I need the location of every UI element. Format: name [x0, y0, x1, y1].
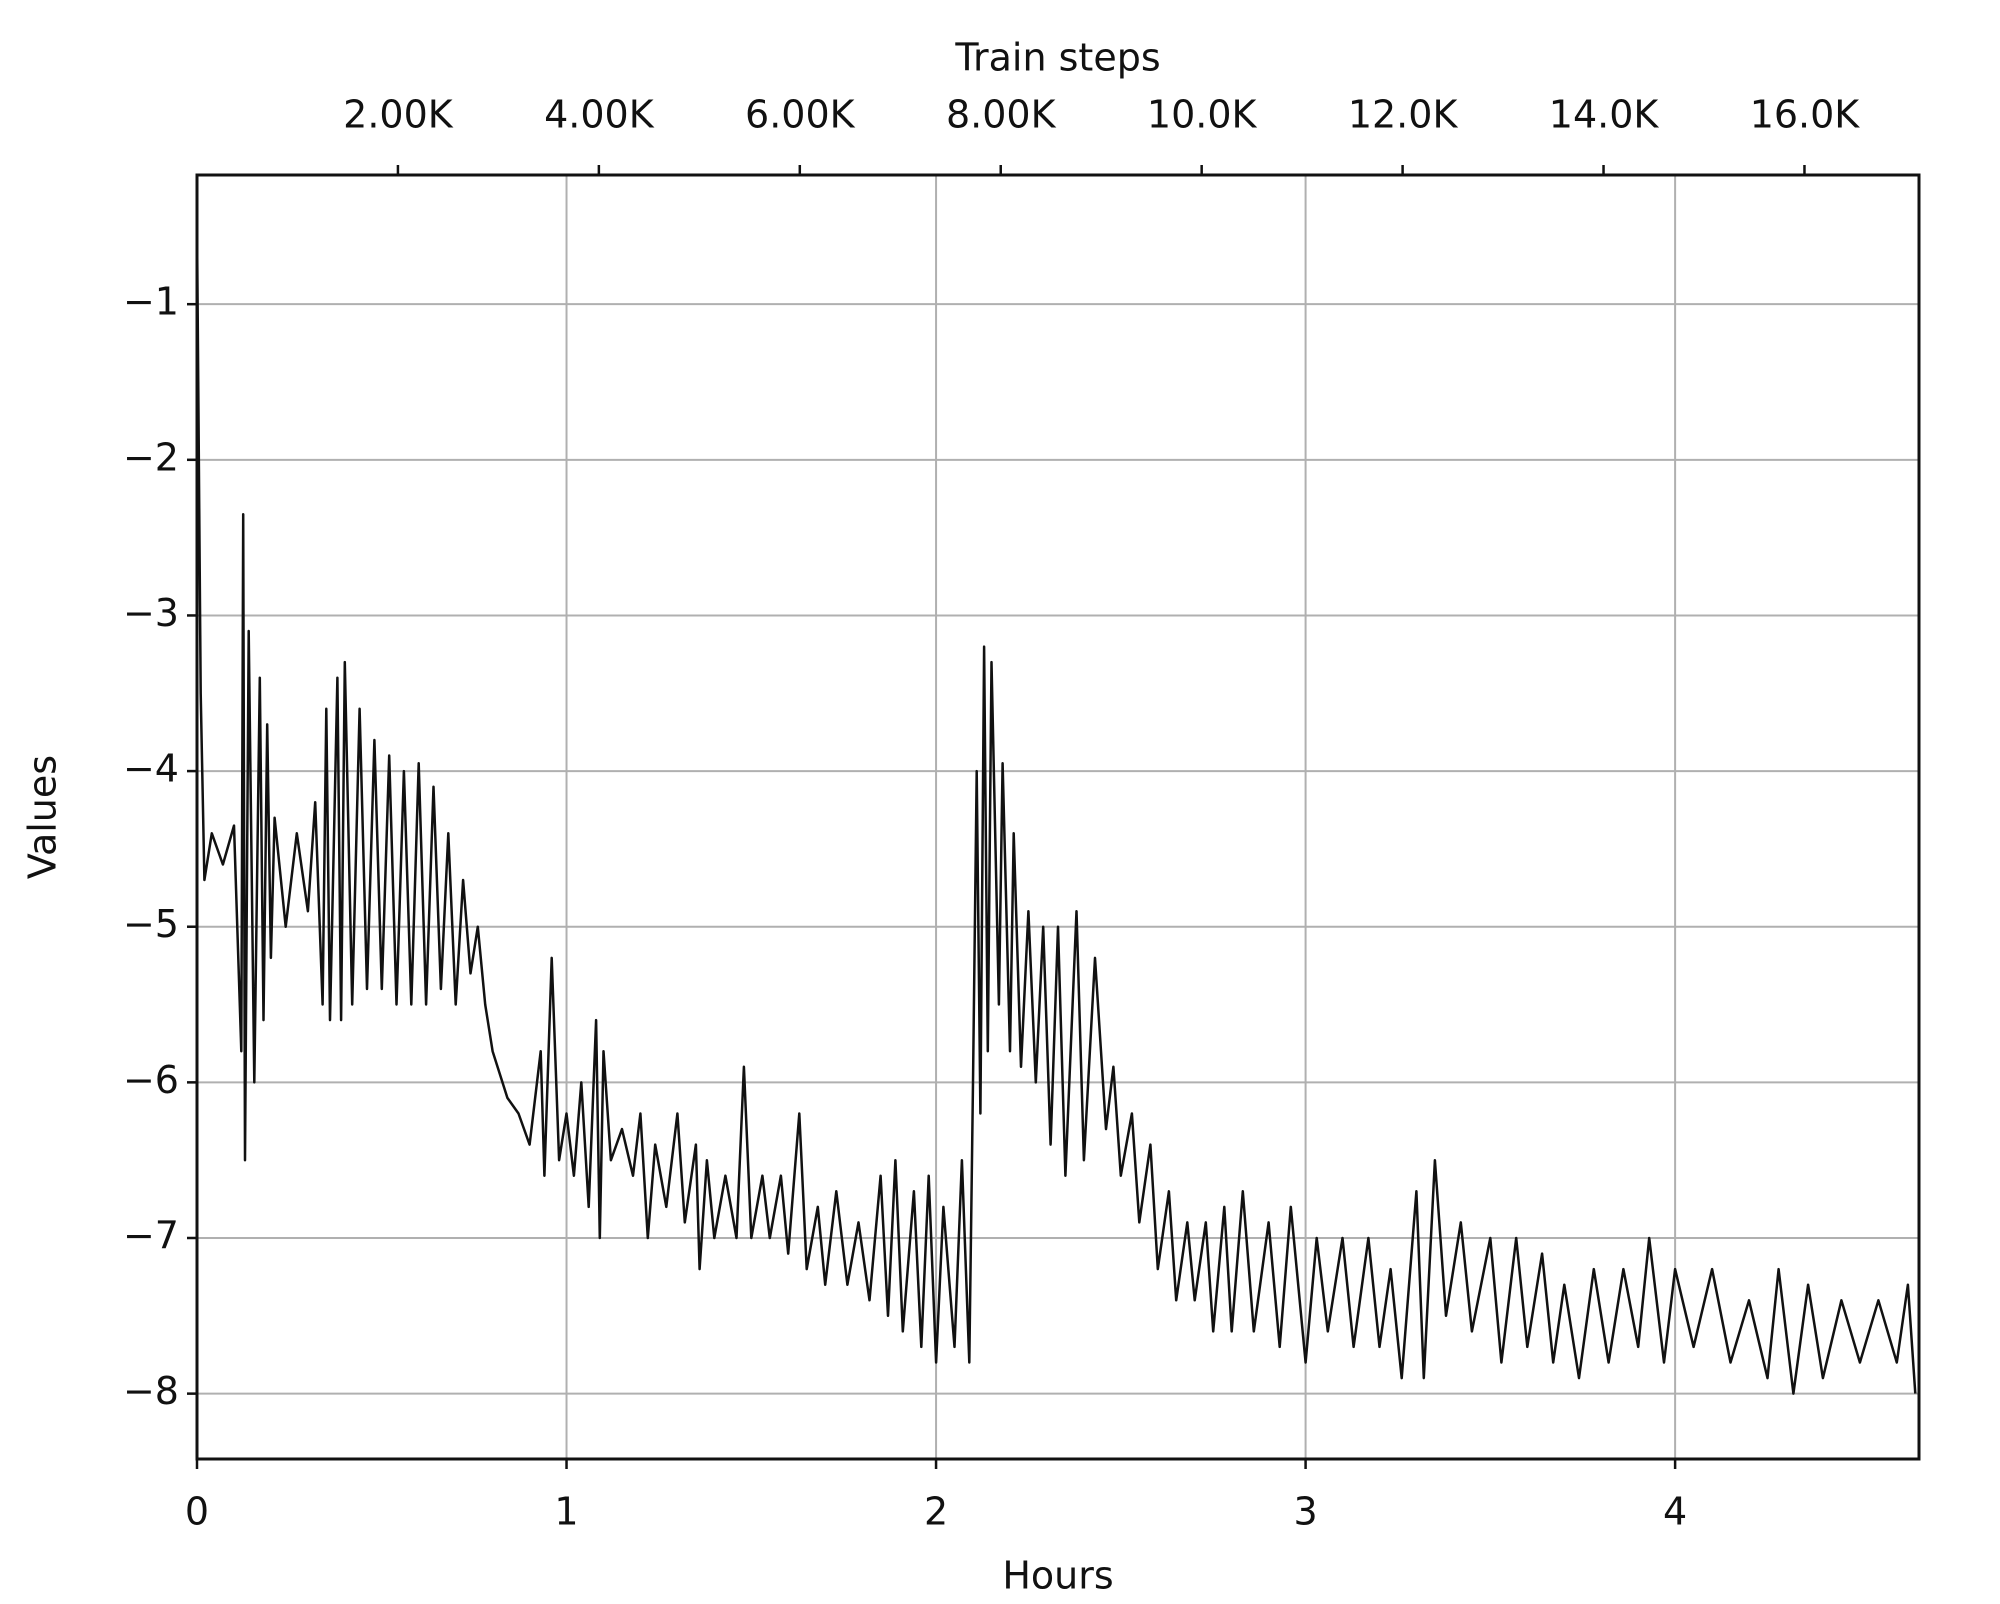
y-tick-label: −8 [123, 1369, 179, 1413]
x-tick-label: 2 [924, 1490, 948, 1534]
plot-frame [195, 173, 1921, 1461]
y-tick-label: −1 [123, 280, 179, 324]
y-tick-label: −5 [123, 902, 179, 946]
data-line [195, 226, 1917, 1395]
x-tick-label: 3 [1293, 1490, 1317, 1534]
x-tick-label: 0 [185, 1490, 209, 1534]
x2-tick-label: 10.0K [1147, 93, 1258, 137]
y-tick-label: −6 [123, 1058, 179, 1102]
x2-tick-label: 8.00K [946, 93, 1057, 137]
x-tick-label: 4 [1663, 1490, 1687, 1534]
x-axis-label: Hours [1002, 1554, 1113, 1598]
y-tick-label: −4 [123, 747, 179, 791]
x2-tick-label: 6.00K [745, 93, 856, 137]
x-tick-label: 1 [554, 1490, 578, 1534]
y-axis-label: Values [21, 755, 65, 879]
x2-tick-label: 14.0K [1549, 93, 1660, 137]
y-tick-label: −2 [123, 435, 179, 479]
x2-tick-label: 2.00K [343, 93, 454, 137]
x2-tick-label: 16.0K [1750, 93, 1861, 137]
x2-axis-label: Train steps [954, 36, 1160, 80]
y-tick-label: −3 [123, 591, 179, 635]
x2-tick-label: 4.00K [544, 93, 655, 137]
x2-tick-label: 12.0K [1348, 93, 1459, 137]
y-tick-label: −7 [123, 1213, 179, 1257]
